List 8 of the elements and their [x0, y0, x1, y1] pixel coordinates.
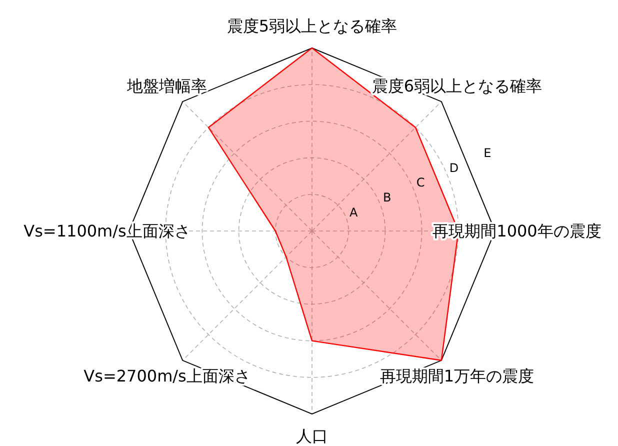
y-tick-label: D: [449, 160, 459, 175]
y-tick-label: B: [382, 190, 392, 205]
spoke-label: 地盤増幅率: [126, 76, 208, 96]
spoke-label: 人口: [296, 426, 328, 446]
y-tick-label: E: [484, 146, 492, 160]
spoke-label: 震度5弱以上となる確率: [226, 16, 398, 36]
y-tick-label: A: [350, 205, 359, 220]
y-tick-label: C: [416, 176, 425, 190]
